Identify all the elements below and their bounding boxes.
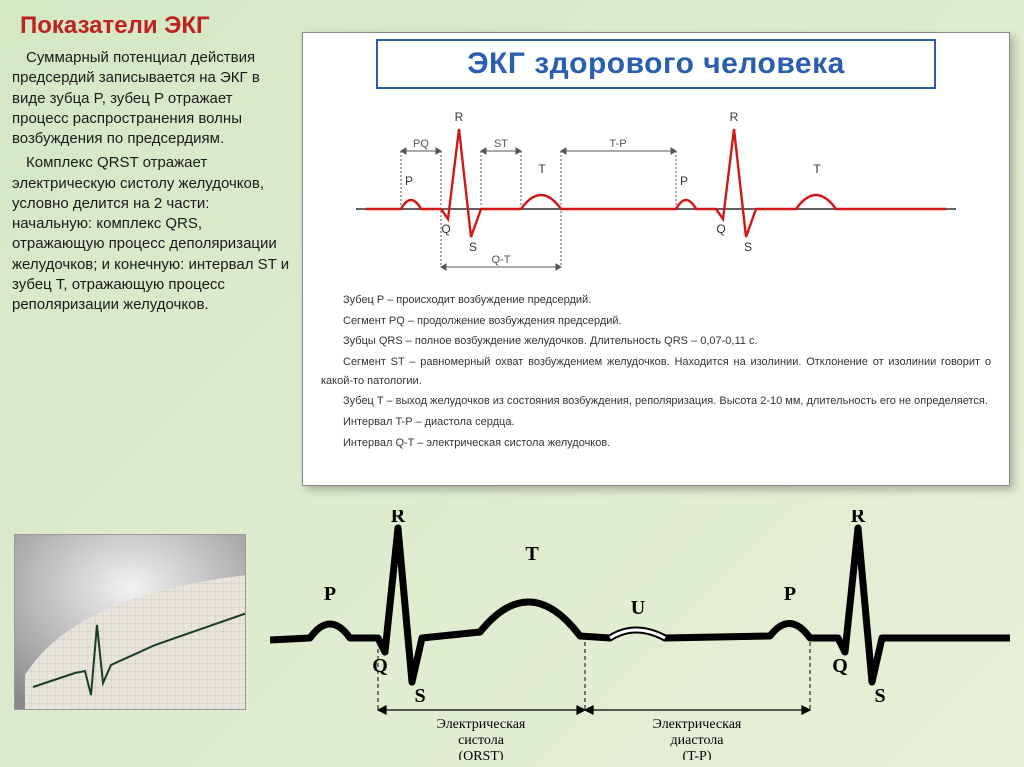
svg-text:(QRST): (QRST) [458,749,503,760]
desc-line: Сегмент PQ – продолжение возбуждения пре… [321,312,991,331]
desc-line: Сегмент ST – равномерный охват возбужден… [321,353,991,390]
svg-text:R: R [455,110,464,124]
svg-text:T: T [525,543,539,565]
svg-text:Q-T: Q-T [492,254,511,266]
ecg-diagram: P Q R S T P Q R S T PQ ST [346,99,966,279]
panel-title: ЭКГ здорового человека [378,47,934,81]
desc-line: Интервал T-P – диастола сердца. [321,413,991,432]
body-paragraph-1: Суммарный потенциал действия предсердий … [12,48,292,149]
svg-text:P: P [784,583,796,605]
body-paragraph-2: Комплекс QRST отражает электрическую сис… [12,153,292,315]
svg-text:Q: Q [441,222,450,236]
ecg-paper-photo [14,534,246,710]
bottom-ecg-diagram: P Q R S T U P Q R S Электрическая си [270,510,1010,760]
desc-line: Зубец P – происходит возбуждение предсер… [321,291,991,310]
body-text-block: Суммарный потенциал действия предсердий … [12,48,292,319]
svg-text:ST: ST [494,138,508,150]
page-title: Показатели ЭКГ [20,12,210,40]
svg-text:T: T [538,162,546,176]
ecg-panel: ЭКГ здорового человека P Q R S T P Q R S… [302,32,1010,486]
svg-text:Электрическая: Электрическая [653,717,742,732]
svg-text:S: S [414,685,425,707]
svg-text:P: P [324,583,336,605]
svg-text:Q: Q [372,655,388,677]
svg-text:Q: Q [832,655,848,677]
svg-text:диастола: диастола [671,733,725,748]
desc-line: Зубцы QRS – полное возбуждение желудочко… [321,332,991,351]
svg-text:S: S [874,685,885,707]
svg-text:U: U [631,597,645,619]
svg-text:Электрическая: Электрическая [437,717,526,732]
svg-text:S: S [744,240,752,254]
svg-text:P: P [680,174,688,188]
svg-text:R: R [391,510,406,527]
svg-text:систола: систола [458,733,505,748]
svg-text:T-P: T-P [609,138,626,150]
description-list: Зубец P – происходит возбуждение предсер… [303,287,1009,459]
svg-text:P: P [405,174,413,188]
svg-text:PQ: PQ [413,138,429,150]
svg-text:R: R [730,110,739,124]
svg-text:T: T [813,162,821,176]
panel-title-box: ЭКГ здорового человека [376,39,936,89]
svg-text:R: R [851,510,866,527]
svg-text:(T-P): (T-P) [682,749,711,760]
desc-line: Интервал Q-T – электрическая систола жел… [321,434,991,453]
svg-text:S: S [469,240,477,254]
desc-line: Зубец T – выход желудочков из состояния … [321,392,991,411]
svg-text:Q: Q [716,222,725,236]
